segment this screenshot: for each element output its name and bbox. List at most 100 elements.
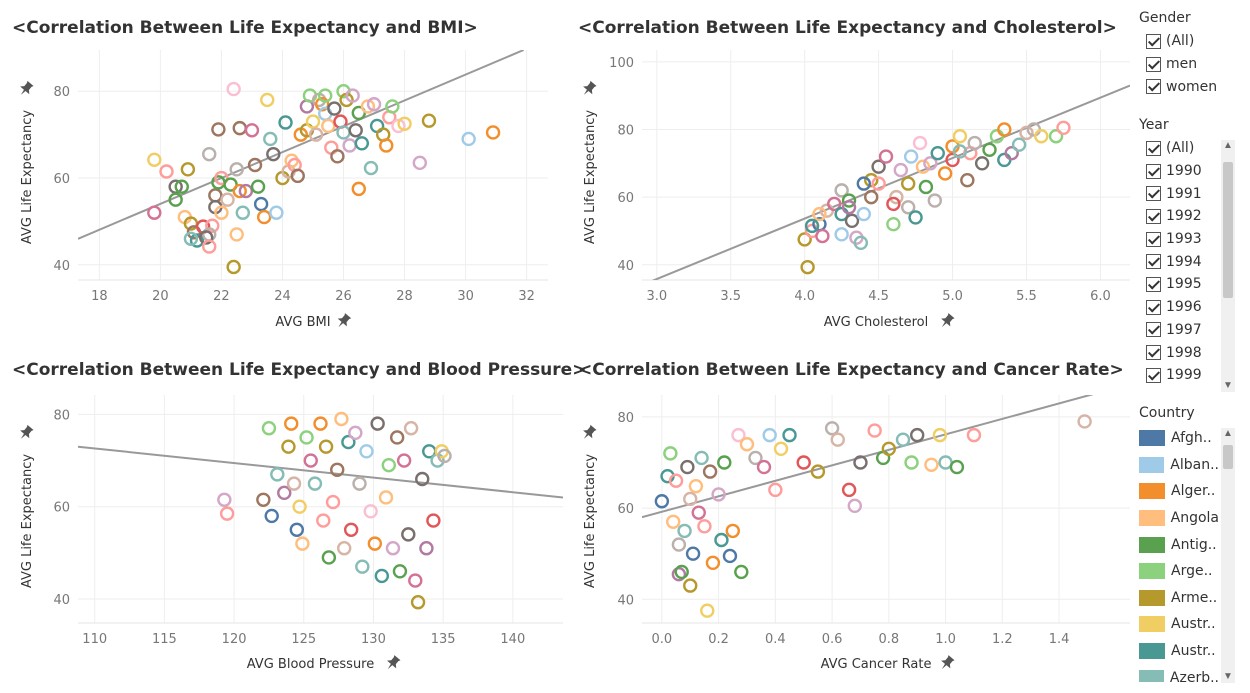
scatter-point[interactable] [1048, 129, 1064, 144]
scatter-point[interactable] [966, 427, 982, 443]
scatter-plot-bmi[interactable]: 18 20 22 24 26 28 30 32 40 60 80 AVG BMI AVG Life Ex… [0, 0, 570, 340]
scatter-point[interactable] [345, 88, 360, 103]
scatter-point[interactable] [360, 99, 376, 114]
scatter-point[interactable] [286, 476, 302, 491]
checkbox-checked-icon[interactable] [1146, 79, 1161, 95]
country-legend-item[interactable]: Afgh.. [1139, 425, 1219, 452]
scatter-point[interactable] [226, 81, 241, 97]
filter-option[interactable]: 1997 [1139, 319, 1239, 342]
scatter-point[interactable] [904, 455, 919, 470]
scatter-point[interactable] [768, 482, 783, 498]
scatter-point[interactable] [295, 536, 310, 551]
scatter-point[interactable] [147, 152, 162, 167]
scatter-point[interactable] [284, 416, 299, 431]
scatter-point[interactable] [952, 129, 968, 144]
scatter-point[interactable] [864, 173, 879, 188]
scatter-point[interactable] [253, 196, 269, 212]
filter-option[interactable]: (All) [1139, 137, 1239, 160]
scatter-point[interactable] [748, 450, 763, 466]
scatter-point[interactable] [800, 259, 815, 275]
scatter-point[interactable] [391, 118, 406, 134]
scatter-point[interactable] [330, 149, 345, 164]
scatter-point[interactable] [343, 522, 359, 537]
filter-option[interactable]: 1999 [1139, 364, 1239, 387]
filter-option[interactable]: 1992 [1139, 205, 1239, 228]
filter-option[interactable]: men [1139, 53, 1217, 76]
scatter-point[interactable] [205, 218, 220, 233]
checkbox-checked-icon[interactable] [1146, 163, 1161, 179]
scatter-point[interactable] [202, 146, 217, 162]
scatter-point[interactable] [314, 97, 330, 112]
scatter-point[interactable] [844, 213, 860, 229]
scatter-point[interactable] [810, 464, 826, 479]
scatter-point[interactable] [815, 228, 830, 244]
scatter-point[interactable] [378, 490, 394, 505]
scatter-point[interactable] [232, 120, 247, 136]
scatter-point[interactable] [318, 439, 334, 454]
scatter-point[interactable] [363, 504, 378, 519]
scatter-point[interactable] [397, 116, 412, 131]
scatter-point[interactable] [385, 541, 401, 556]
scatter-point[interactable] [289, 522, 305, 537]
checkbox-checked-icon[interactable] [1146, 254, 1161, 270]
scatter-point[interactable] [711, 487, 726, 502]
scatter-point[interactable] [219, 506, 235, 521]
scatter-point[interactable] [796, 455, 811, 470]
filter-option[interactable]: women [1139, 75, 1217, 98]
scatter-point[interactable] [159, 164, 174, 179]
scatter-point[interactable] [762, 427, 777, 443]
scatter-point[interactable] [351, 181, 366, 197]
scatter-point[interactable] [666, 514, 681, 529]
scatter-point[interactable] [871, 159, 886, 174]
scatter-point[interactable] [352, 476, 367, 491]
scatter-point[interactable] [683, 491, 698, 507]
scatter-point[interactable] [330, 462, 345, 477]
scatter-point[interactable] [256, 492, 271, 507]
scatter-point[interactable] [952, 144, 968, 159]
scatter-point[interactable] [671, 567, 687, 582]
scatter-point[interactable] [797, 232, 812, 247]
scatter-point[interactable] [226, 259, 241, 275]
filter-option[interactable]: 1994 [1139, 250, 1239, 273]
scatter-point[interactable] [348, 123, 363, 138]
country-legend-item[interactable]: Alger.. [1139, 478, 1219, 505]
scatter-point[interactable] [680, 459, 695, 475]
scatter-point[interactable] [717, 455, 732, 470]
scatter-point[interactable] [313, 416, 328, 431]
filter-option[interactable]: 1995 [1139, 273, 1239, 296]
scatter-point[interactable] [841, 200, 857, 215]
scatter-point[interactable] [886, 216, 901, 232]
scatter-point[interactable] [426, 513, 441, 528]
scatter-point[interactable] [697, 519, 712, 534]
scatter-point[interactable] [389, 430, 405, 445]
pin-icon[interactable] [937, 654, 956, 673]
scatter-point[interactable] [485, 125, 501, 140]
scatter-point[interactable] [834, 227, 849, 242]
scatter-point[interactable] [923, 156, 938, 171]
scatter-point[interactable] [277, 485, 292, 501]
pin-icon[interactable] [16, 80, 35, 99]
scatter-point[interactable] [183, 231, 199, 246]
scroll-down-icon[interactable]: ▼ [1223, 671, 1233, 682]
scatter-point[interactable] [841, 193, 857, 208]
scroll-thumb[interactable] [1223, 445, 1233, 469]
scatter-point[interactable] [419, 541, 434, 556]
filter-option[interactable]: (All) [1139, 30, 1217, 53]
scatter-point[interactable] [900, 176, 916, 191]
scatter-point[interactable] [853, 235, 869, 250]
scatter-point[interactable] [853, 455, 868, 470]
scatter-point[interactable] [834, 183, 849, 198]
scatter-point[interactable] [878, 149, 894, 164]
scatter-point[interactable] [359, 444, 374, 459]
scatter-point[interactable] [232, 183, 247, 199]
checkbox-checked-icon[interactable] [1146, 322, 1161, 338]
trend-line[interactable] [642, 392, 1102, 519]
scatter-point[interactable] [334, 411, 349, 427]
checkbox-checked-icon[interactable] [1146, 186, 1161, 202]
scatter-point[interactable] [396, 453, 412, 468]
scatter-point[interactable] [269, 205, 284, 220]
scatter-point[interactable] [370, 416, 385, 431]
scatter-point[interactable] [308, 127, 324, 142]
scatter-point[interactable] [915, 159, 931, 174]
scatter-point[interactable] [354, 136, 370, 151]
